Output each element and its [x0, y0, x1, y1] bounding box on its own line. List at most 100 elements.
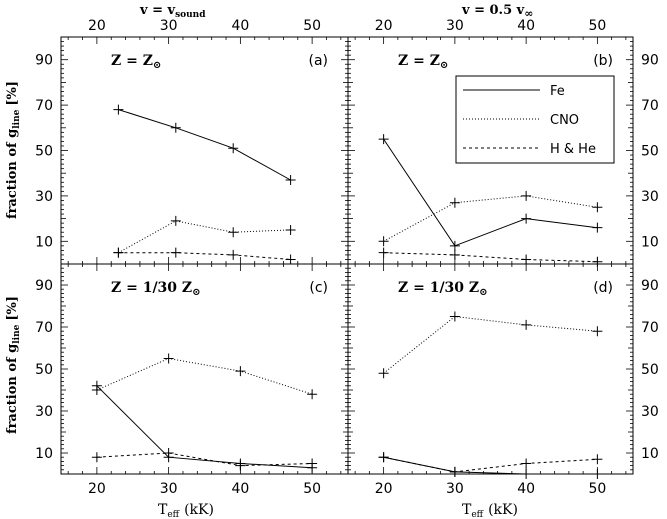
xlabel-left-sub: eff — [167, 510, 179, 519]
data-point-marker — [592, 454, 603, 465]
ylabel-upper-sub: line — [12, 109, 22, 128]
x-tick-label: 50 — [303, 481, 321, 497]
data-point-marker — [285, 254, 296, 265]
panel-c-frame — [60, 263, 349, 475]
xlabel-right-sub: eff — [471, 510, 483, 519]
top-right-title-sub: ∞ — [524, 7, 533, 20]
y-tick-label: 30 — [641, 189, 659, 205]
data-point-marker — [378, 368, 389, 379]
series-fe-line — [118, 109, 291, 181]
y-tick-label: 70 — [35, 98, 53, 114]
y-tick-label: 30 — [641, 404, 659, 420]
panel-d-letter: (d) — [593, 280, 613, 296]
data-point-marker — [378, 247, 389, 258]
panel-metallicity-symbol: ⊙ — [192, 287, 200, 298]
y-tick-label: 90 — [35, 53, 53, 69]
data-point-marker — [285, 175, 296, 186]
series-h-he-line — [96, 452, 313, 467]
data-point-marker — [378, 134, 389, 145]
data-point-marker — [521, 213, 532, 224]
y-tick-label: 70 — [35, 320, 53, 336]
data-point-marker — [592, 469, 603, 479]
y-tick-label: 10 — [641, 234, 659, 250]
legend-fe-label: Fe — [550, 84, 565, 99]
legend-hhe-label: H & He — [550, 142, 596, 157]
data-point-marker — [521, 190, 532, 201]
top-left-title-sub: sound — [175, 10, 206, 20]
panel-metallicity-text: Z = 1/30 Z — [398, 280, 479, 296]
panel-metallicity-text: Z = Z — [111, 53, 153, 69]
x-tick-label: 50 — [303, 18, 321, 34]
panel-b: 10 30 50 70 90 20 30 40 50 Z = Z⊙ (b) — [347, 18, 659, 267]
panel-b-letter: (b) — [593, 53, 613, 69]
x-tick-label: 30 — [160, 481, 178, 497]
series-cno-line — [118, 220, 291, 254]
data-point-marker — [449, 197, 460, 208]
series-h-he-line — [383, 252, 598, 263]
series-h-he-line — [383, 456, 598, 473]
data-point-marker — [378, 236, 389, 247]
panel-a-frame — [60, 36, 349, 265]
data-point-marker — [307, 458, 318, 469]
x-tick-label: 40 — [517, 18, 535, 34]
ylabel-upper: fraction of gline [%] — [5, 81, 22, 219]
panel-a: 10 30 50 70 90 20 30 40 50 Z = Z⊙ (a) — [35, 18, 349, 265]
data-point-marker — [235, 460, 246, 471]
data-point-marker — [228, 249, 239, 260]
data-point-marker — [228, 227, 239, 238]
x-tick-label: 20 — [88, 481, 106, 497]
legend: Fe CNO H & He — [455, 75, 615, 164]
data-point-marker — [592, 326, 603, 337]
y-tick-label: 70 — [641, 98, 659, 114]
ylabel-lower-main: fraction of g — [5, 344, 20, 434]
y-tick-label: 10 — [35, 446, 53, 462]
series-fe-line — [96, 385, 313, 469]
top-right-title-main: v = 0.5 v — [461, 3, 525, 18]
data-point-marker — [592, 202, 603, 213]
data-point-marker — [521, 254, 532, 265]
ylabel-upper-main: fraction of g — [5, 129, 20, 219]
top-left-title: v = vsound — [139, 3, 206, 20]
y-tick-label: 50 — [35, 362, 53, 378]
x-tick-label: 50 — [588, 481, 606, 497]
data-point-marker — [307, 389, 318, 400]
y-tick-label: 10 — [641, 446, 659, 462]
x-tick-label: 20 — [375, 481, 393, 497]
x-tick-label: 30 — [446, 18, 464, 34]
xlabel-right-main: T — [462, 502, 472, 518]
panel-c-metallicity-label: Z = 1/30 Z⊙ — [111, 280, 201, 298]
x-tick-label: 40 — [231, 18, 249, 34]
series-cno-line — [383, 315, 598, 374]
data-point-marker — [113, 104, 124, 115]
data-point-marker — [378, 452, 389, 463]
xlabel-left-main: T — [158, 502, 168, 518]
x-tick-label: 30 — [160, 18, 178, 34]
data-point-marker — [91, 452, 102, 463]
x-tick-label: 20 — [375, 18, 393, 34]
series-cno-line — [96, 357, 313, 395]
panel-a-metallicity-label: Z = Z⊙ — [111, 53, 161, 71]
panel-a-letter: (a) — [308, 53, 328, 69]
panel-d-frame — [347, 263, 634, 475]
series-cno-line — [383, 195, 598, 242]
x-tick-label: 50 — [588, 18, 606, 34]
data-point-marker — [521, 469, 532, 479]
series-fe-line — [383, 456, 598, 475]
data-point-marker — [521, 458, 532, 469]
data-point-marker — [449, 311, 460, 322]
panel-metallicity-text: Z = Z — [398, 53, 440, 69]
data-point-marker — [170, 122, 181, 133]
panel-d: 10 30 50 70 90 20 30 40 50 Z = 1/30 Z⊙ (d) — [347, 263, 659, 497]
ylabel-lower: fraction of gline [%] — [5, 296, 22, 434]
data-point-marker — [91, 385, 102, 395]
y-tick-label: 30 — [35, 404, 53, 420]
y-tick-label: 70 — [641, 320, 659, 336]
data-point-marker — [163, 353, 174, 364]
ylabel-lower-sub: line — [12, 324, 22, 343]
series-h-he-line — [118, 252, 291, 260]
panel-c: 10 30 50 70 90 20 30 40 50 Z = 1/30 Z⊙ (c) — [35, 263, 349, 497]
series-fe-line — [383, 138, 598, 247]
data-point-marker — [113, 247, 124, 258]
panel-metallicity-symbol: ⊙ — [479, 287, 487, 298]
data-point-marker — [449, 249, 460, 260]
